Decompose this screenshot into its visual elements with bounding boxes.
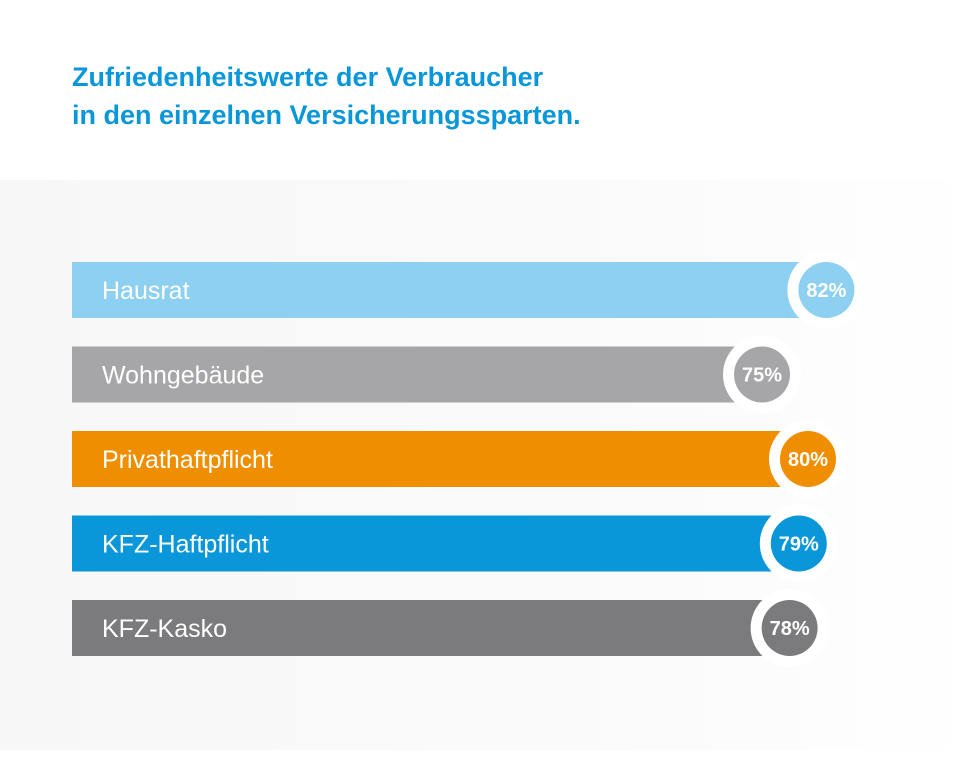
value-badge xyxy=(780,431,836,487)
bar-value-label: 80% xyxy=(788,449,828,471)
bar xyxy=(72,515,799,572)
bar xyxy=(72,600,790,656)
bar-category-label: Privathaftpflicht xyxy=(102,446,273,474)
chart-title: Zufriedenheitswerte der Verbraucher in d… xyxy=(72,58,581,134)
value-badge xyxy=(761,600,818,656)
value-badge xyxy=(798,262,855,318)
bar-group: KFZ-Kasko 78% xyxy=(72,589,829,667)
bar-value-label: 78% xyxy=(770,618,810,640)
bar-category-label: Wohngebäude xyxy=(102,362,264,390)
bar-value-label: 79% xyxy=(779,534,819,556)
bar xyxy=(72,346,762,403)
bar xyxy=(72,431,808,487)
bar-group: Privathaftpflicht 80% xyxy=(72,420,847,498)
bar-group: Hausrat 82% xyxy=(72,251,866,329)
bar xyxy=(72,262,827,318)
bar-category-label: KFZ-Haftpflicht xyxy=(102,531,269,559)
bar-category-label: Hausrat xyxy=(102,277,190,305)
bar-group: Wohngebäude 75% xyxy=(72,335,801,414)
value-badge xyxy=(734,346,790,403)
bar-value-label: 75% xyxy=(742,365,782,387)
chart-title-line-2: in den einzelnen Versicherungssparten. xyxy=(72,100,581,130)
bar-category-label: KFZ-Kasko xyxy=(102,615,227,643)
bar-value-label: 82% xyxy=(806,280,846,302)
bar-group: KFZ-Haftpflicht 79% xyxy=(72,504,838,583)
value-badge xyxy=(770,515,827,572)
chart-title-line-1: Zufriedenheitswerte der Verbraucher xyxy=(72,62,544,92)
